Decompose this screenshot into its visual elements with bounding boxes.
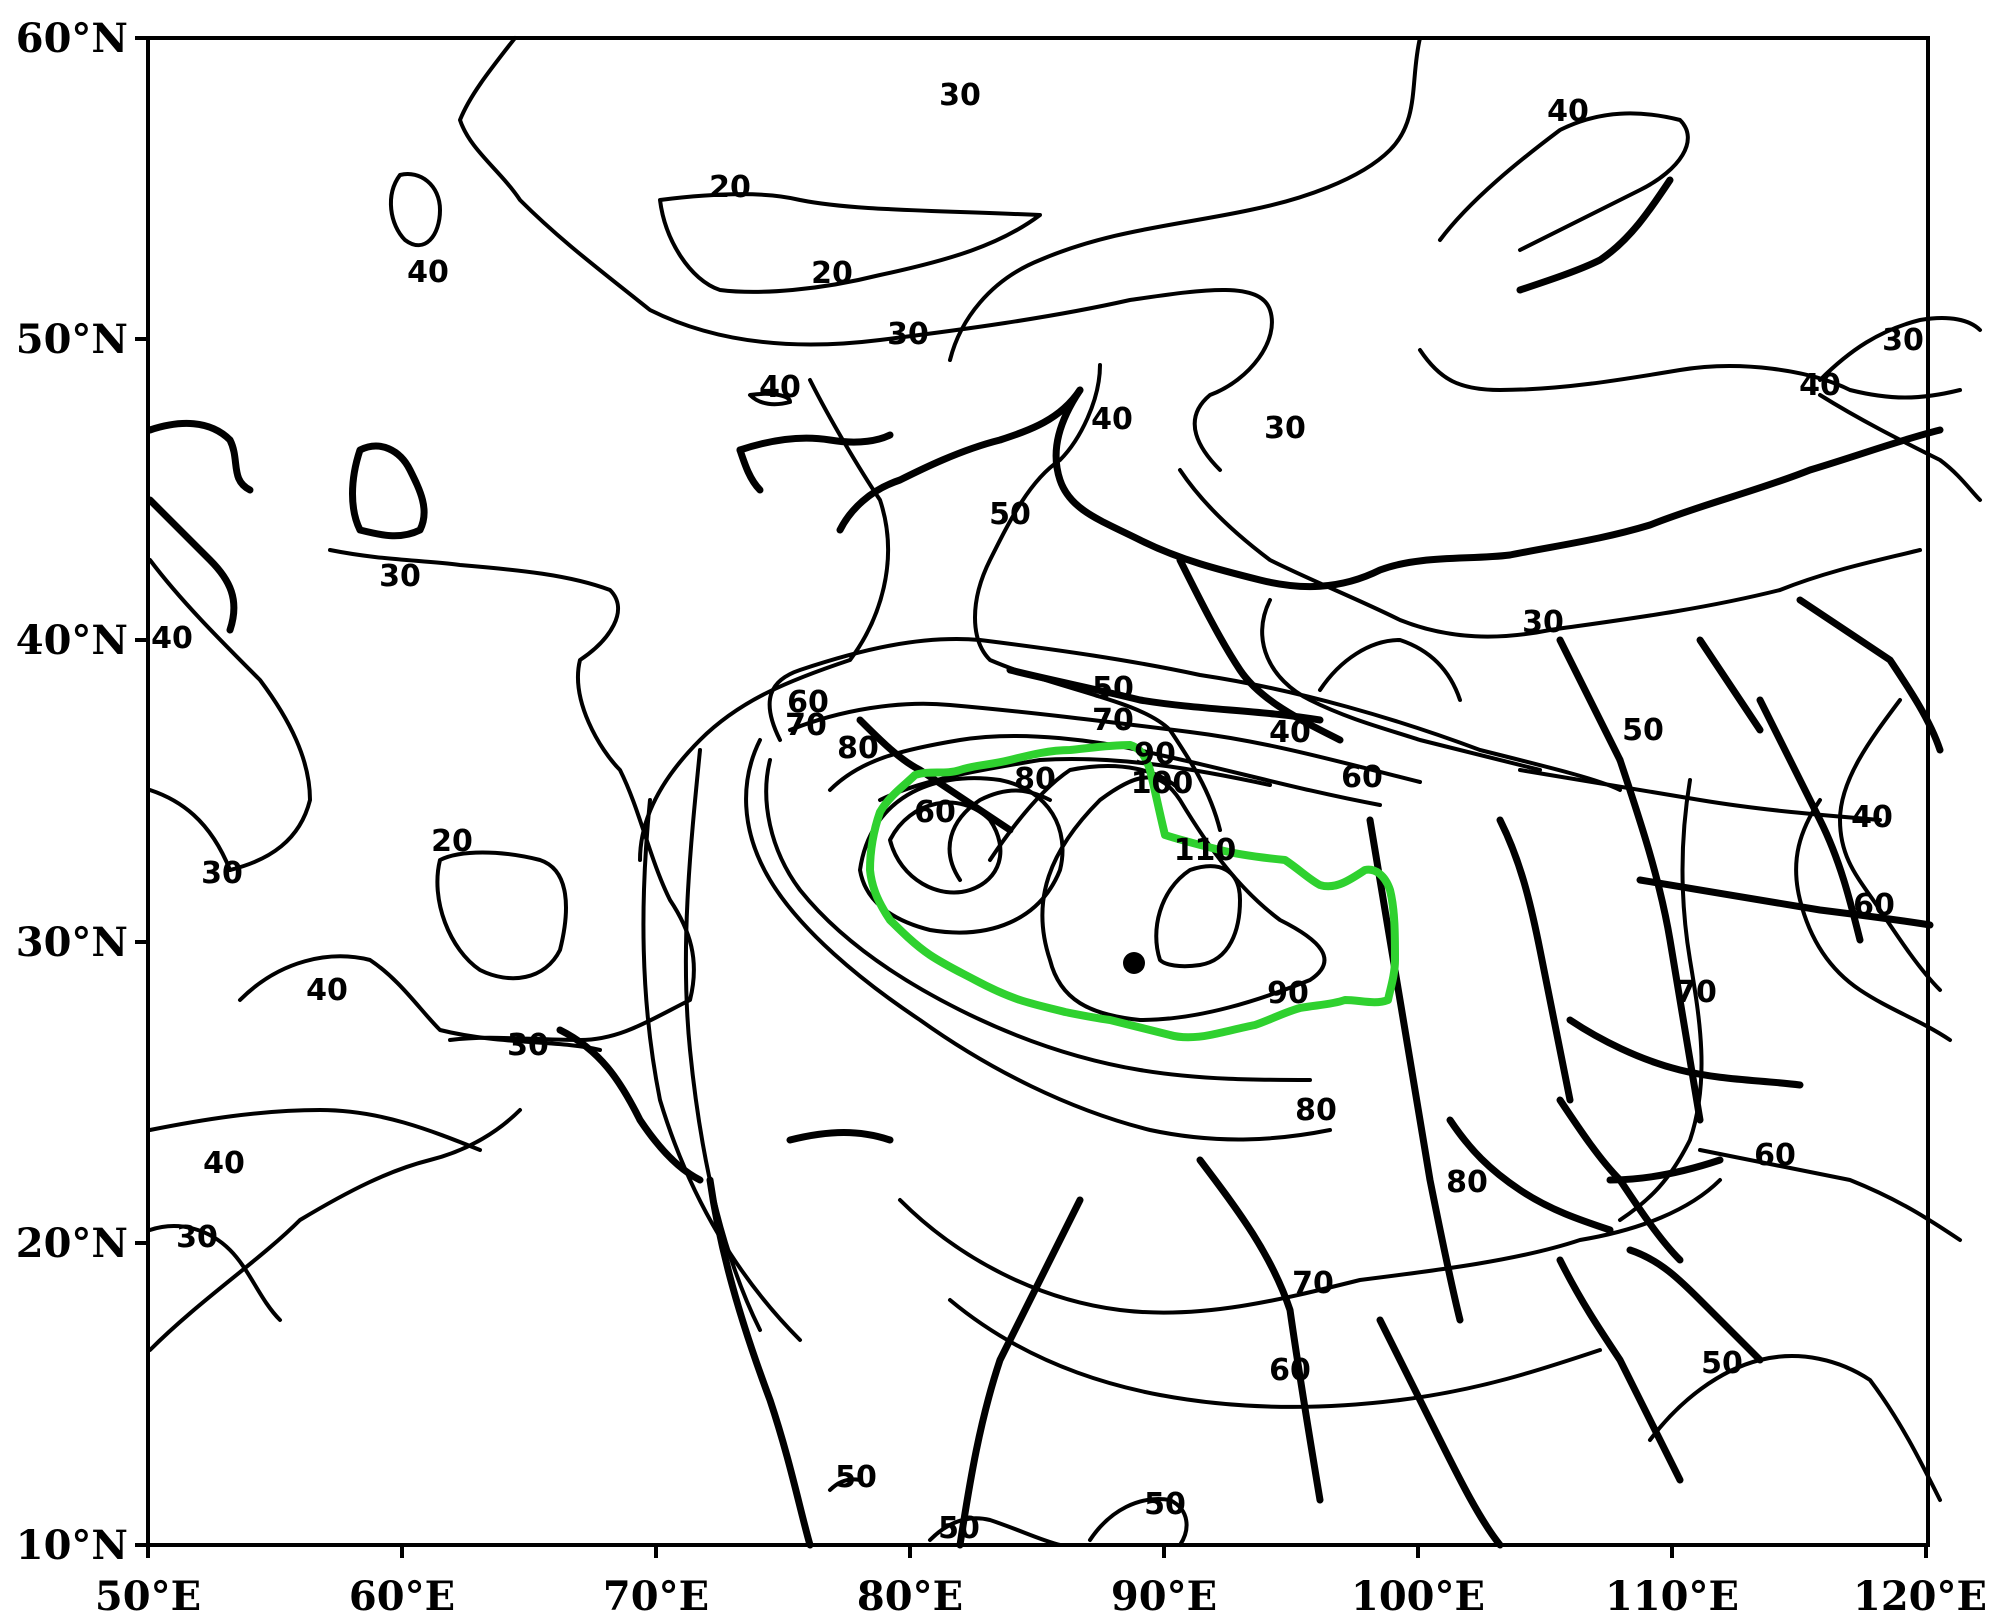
y-tick-label: 20°N bbox=[16, 1220, 128, 1267]
contour-label: 30 bbox=[1522, 605, 1564, 640]
contour-label: 30 bbox=[939, 78, 981, 113]
contour-label: 30 bbox=[887, 317, 929, 352]
contour-label: 80 bbox=[1446, 1165, 1488, 1200]
contour-label: 20 bbox=[431, 824, 473, 859]
contour-label: 30 bbox=[201, 856, 243, 891]
contour-label: 60 bbox=[787, 685, 829, 720]
contour-label: 40 bbox=[1799, 368, 1841, 403]
contour-label: 60 bbox=[1853, 888, 1895, 923]
station-point bbox=[1123, 952, 1145, 974]
contour-label: 50 bbox=[1701, 1346, 1743, 1381]
x-tick-label: 80°E bbox=[857, 1573, 963, 1620]
y-axis-labels: 60°N 50°N 40°N 30°N 20°N 10°N bbox=[16, 15, 128, 1569]
contour-label: 20 bbox=[811, 256, 853, 291]
x-tick-label: 100°E bbox=[1351, 1573, 1485, 1620]
contour-label: 40 bbox=[306, 973, 348, 1008]
x-axis-labels: 50°E 60°E 70°E 80°E 90°E 100°E 110°E 120… bbox=[95, 1573, 1987, 1620]
contour-label: 50 bbox=[1144, 1487, 1186, 1522]
contour-value-labels: 30 20 40 20 30 40 40 30 30 40 30 40 30 5… bbox=[151, 78, 1924, 1546]
contour-label: 60 bbox=[914, 795, 956, 830]
contour-label: 70 bbox=[1092, 703, 1134, 738]
contour-label: 30 bbox=[1882, 323, 1924, 358]
contour-label: 30 bbox=[1264, 411, 1306, 446]
y-tick-label: 40°N bbox=[16, 617, 128, 664]
contour-label: 50 bbox=[1622, 713, 1664, 748]
contour-label: 50 bbox=[835, 1460, 877, 1495]
contour-label: 90 bbox=[1267, 976, 1309, 1011]
country-borders bbox=[146, 176, 1944, 1549]
contour-label: 20 bbox=[709, 170, 751, 205]
x-tick-label: 120°E bbox=[1853, 1573, 1987, 1620]
contour-label: 40 bbox=[759, 370, 801, 405]
contour-label: 70 bbox=[785, 708, 827, 743]
contour-label: 40 bbox=[151, 621, 193, 656]
contour-label: 40 bbox=[1269, 715, 1311, 750]
x-tick-label: 110°E bbox=[1605, 1573, 1739, 1620]
contour-label: 40 bbox=[1091, 402, 1133, 437]
plateau-boundary bbox=[866, 741, 1399, 1042]
contour-label: 40 bbox=[1547, 94, 1589, 129]
axis-ticks bbox=[135, 36, 1928, 1558]
contour-label: 30 bbox=[379, 559, 421, 594]
contour-label: 70 bbox=[1675, 975, 1717, 1010]
y-tick-label: 60°N bbox=[16, 15, 128, 62]
x-tick-label: 60°E bbox=[349, 1573, 455, 1620]
contour-label: 80 bbox=[837, 731, 879, 766]
contour-label: 70 bbox=[1292, 1266, 1334, 1301]
x-tick-label: 90°E bbox=[1111, 1573, 1217, 1620]
x-tick-label: 50°E bbox=[95, 1573, 201, 1620]
y-tick-label: 30°N bbox=[16, 919, 128, 966]
contour-lines bbox=[148, 36, 1982, 1547]
contour-label: 60 bbox=[1269, 1353, 1311, 1388]
contour-label: 30 bbox=[176, 1220, 218, 1255]
contour-label: 80 bbox=[1014, 762, 1056, 797]
contour-label: 40 bbox=[407, 255, 449, 290]
contour-label: 50 bbox=[938, 1511, 980, 1546]
contour-label: 60 bbox=[1341, 760, 1383, 795]
contour-label: 100 bbox=[1131, 766, 1194, 801]
x-tick-label: 70°E bbox=[603, 1573, 709, 1620]
contour-label: 50 bbox=[989, 497, 1031, 532]
plot-frame bbox=[146, 36, 1930, 1547]
y-tick-label: 10°N bbox=[16, 1522, 128, 1569]
contour-label: 90 bbox=[1134, 737, 1176, 772]
contour-label: 40 bbox=[203, 1146, 245, 1181]
contour-label: 30 bbox=[507, 1028, 549, 1063]
contour-label: 80 bbox=[1295, 1093, 1337, 1128]
contour-label: 110 bbox=[1174, 833, 1237, 868]
contour-label: 40 bbox=[1851, 800, 1893, 835]
contour-label: 60 bbox=[1754, 1138, 1796, 1173]
y-tick-label: 50°N bbox=[16, 316, 128, 363]
contour-label: 50 bbox=[1092, 671, 1134, 706]
